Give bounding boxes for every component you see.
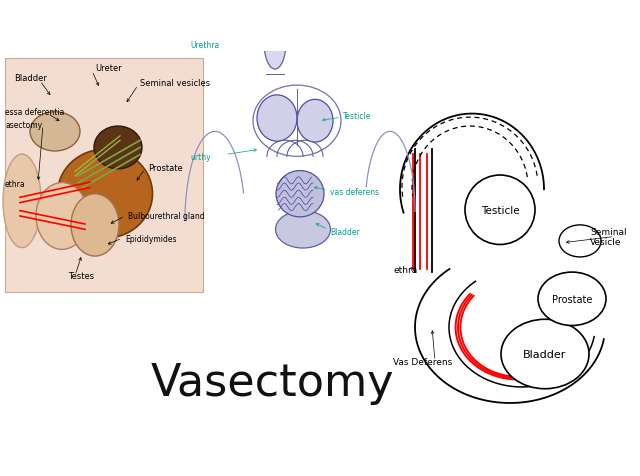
Text: Scrotum: Scrotum [313, 0, 345, 1]
Ellipse shape [257, 96, 297, 142]
FancyBboxPatch shape [5, 59, 203, 292]
Text: Bladder: Bladder [524, 349, 566, 359]
Ellipse shape [58, 150, 152, 239]
Text: Epididymides: Epididymides [125, 234, 177, 243]
Ellipse shape [3, 155, 41, 248]
Text: Testicle: Testicle [481, 205, 519, 215]
Text: Seminal
Vesicle: Seminal Vesicle [590, 227, 627, 247]
Ellipse shape [276, 171, 324, 218]
Text: Seminal vesicles: Seminal vesicles [140, 79, 210, 88]
Ellipse shape [71, 194, 119, 257]
Text: asectomy: asectomy [5, 120, 42, 129]
Text: Bulbourethral gland: Bulbourethral gland [128, 212, 205, 221]
Text: vas deferens: vas deferens [330, 188, 379, 197]
Text: Testes: Testes [68, 272, 94, 280]
Text: Bladder: Bladder [14, 74, 47, 83]
Ellipse shape [264, 17, 286, 70]
Ellipse shape [538, 272, 606, 326]
Text: Bladder: Bladder [330, 227, 360, 236]
Text: ethra: ethra [393, 265, 417, 274]
Ellipse shape [30, 112, 80, 152]
Text: Vas Deferens: Vas Deferens [393, 357, 452, 366]
Ellipse shape [465, 176, 535, 245]
Ellipse shape [501, 319, 589, 389]
Text: Prostate: Prostate [552, 294, 592, 304]
Text: ethra: ethra [5, 179, 26, 188]
Text: Vasectomy: Vasectomy [150, 361, 394, 404]
Ellipse shape [275, 211, 330, 248]
Ellipse shape [36, 183, 88, 250]
Text: Urethra: Urethra [190, 40, 220, 50]
Text: Prostate: Prostate [148, 163, 183, 172]
Text: Testicle: Testicle [343, 111, 371, 120]
Ellipse shape [297, 100, 333, 143]
Text: urthy: urthy [190, 152, 211, 161]
Text: Ureter: Ureter [95, 64, 122, 73]
Ellipse shape [94, 127, 142, 169]
Text: essa deferentia: essa deferentia [5, 108, 65, 117]
Ellipse shape [559, 226, 601, 258]
